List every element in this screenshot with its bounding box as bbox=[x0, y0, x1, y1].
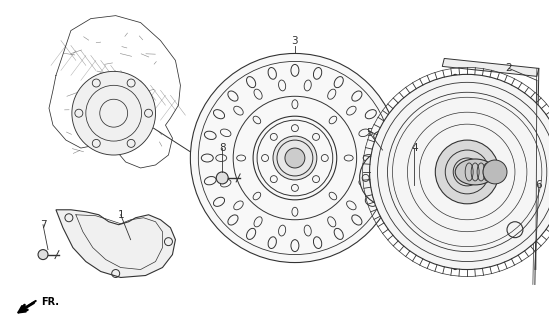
Circle shape bbox=[285, 148, 305, 168]
Text: 8: 8 bbox=[219, 143, 225, 153]
Ellipse shape bbox=[455, 159, 495, 185]
Circle shape bbox=[273, 136, 317, 180]
Circle shape bbox=[216, 172, 228, 184]
Text: 5: 5 bbox=[366, 128, 373, 138]
Text: 2: 2 bbox=[505, 63, 512, 73]
Ellipse shape bbox=[441, 74, 469, 269]
Circle shape bbox=[370, 74, 550, 269]
Text: 1: 1 bbox=[117, 210, 124, 220]
Circle shape bbox=[72, 71, 156, 155]
Text: 3: 3 bbox=[292, 36, 298, 45]
Text: 7: 7 bbox=[40, 220, 46, 230]
Text: FR.: FR. bbox=[41, 297, 59, 308]
Polygon shape bbox=[442, 59, 539, 76]
Circle shape bbox=[435, 140, 499, 204]
Circle shape bbox=[409, 185, 419, 195]
Polygon shape bbox=[56, 210, 175, 277]
Text: 4: 4 bbox=[411, 143, 417, 153]
Circle shape bbox=[190, 53, 399, 262]
Text: 6: 6 bbox=[536, 180, 542, 190]
Circle shape bbox=[38, 250, 48, 260]
Circle shape bbox=[360, 150, 415, 206]
Circle shape bbox=[483, 160, 507, 184]
